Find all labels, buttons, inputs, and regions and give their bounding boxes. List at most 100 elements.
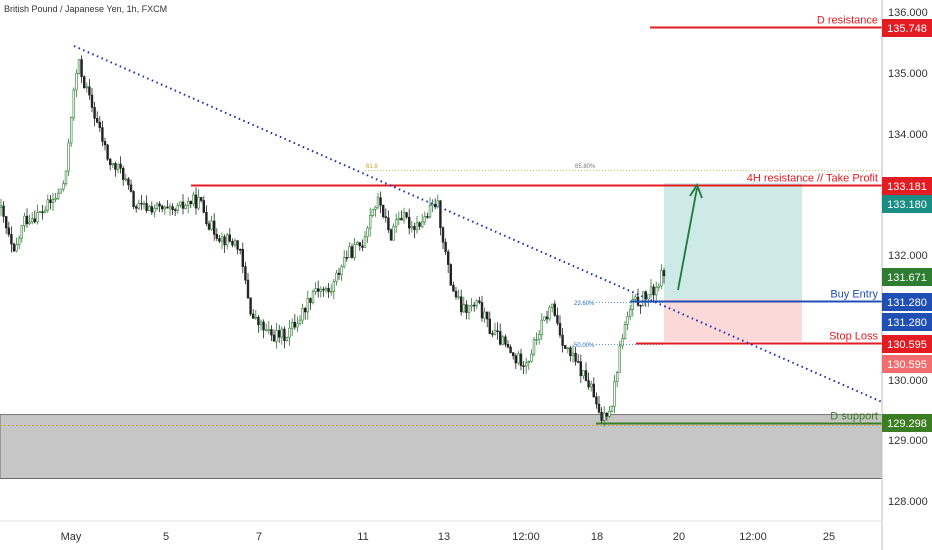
candle[interactable]	[537, 330, 541, 345]
candle[interactable]	[467, 305, 471, 320]
candle[interactable]	[111, 162, 115, 169]
candle[interactable]	[23, 212, 26, 232]
candle[interactable]	[597, 395, 601, 414]
candle[interactable]	[584, 362, 588, 382]
candle[interactable]	[524, 357, 528, 374]
candle[interactable]	[374, 205, 377, 217]
candle[interactable]	[88, 79, 91, 100]
candle[interactable]	[51, 193, 55, 212]
candle[interactable]	[28, 214, 31, 226]
candle[interactable]	[153, 204, 156, 218]
candle[interactable]	[384, 208, 387, 223]
candle[interactable]	[252, 309, 255, 320]
candle[interactable]	[485, 311, 489, 328]
candle[interactable]	[145, 195, 148, 214]
candle[interactable]	[25, 208, 29, 228]
time-axis[interactable]: May 5 7 11 13 12:00 18 20 12:00 25	[61, 531, 836, 543]
candle[interactable]	[142, 200, 146, 210]
candle[interactable]	[496, 322, 499, 340]
candle[interactable]	[358, 242, 361, 251]
candle[interactable]	[353, 237, 356, 261]
candle[interactable]	[605, 412, 609, 421]
candle[interactable]	[10, 226, 13, 253]
candle[interactable]	[329, 284, 333, 296]
candle[interactable]	[563, 344, 567, 350]
candle[interactable]	[103, 137, 107, 151]
candle[interactable]	[592, 377, 596, 398]
candle[interactable]	[431, 199, 434, 213]
candle[interactable]	[519, 348, 523, 371]
candle[interactable]	[290, 318, 294, 337]
candle[interactable]	[215, 228, 218, 242]
candle[interactable]	[43, 205, 47, 214]
candle[interactable]	[135, 204, 138, 213]
candle[interactable]	[589, 380, 593, 392]
candle[interactable]	[283, 326, 286, 349]
candle[interactable]	[550, 303, 554, 313]
candle[interactable]	[246, 272, 250, 300]
candle[interactable]	[176, 202, 179, 214]
candle[interactable]	[615, 371, 619, 388]
candle[interactable]	[49, 195, 52, 210]
candle[interactable]	[75, 69, 78, 98]
candle[interactable]	[472, 301, 476, 312]
candle[interactable]	[621, 333, 624, 350]
candle[interactable]	[511, 351, 515, 360]
candle[interactable]	[660, 264, 663, 290]
candle[interactable]	[517, 351, 520, 366]
candle[interactable]	[168, 203, 172, 216]
candle[interactable]	[532, 336, 536, 357]
candle[interactable]	[327, 282, 330, 299]
candle[interactable]	[56, 188, 60, 200]
candle[interactable]	[527, 360, 531, 370]
candle[interactable]	[181, 194, 185, 215]
candle[interactable]	[124, 173, 128, 182]
candle[interactable]	[205, 205, 208, 227]
candle[interactable]	[67, 138, 70, 176]
candle[interactable]	[259, 319, 263, 331]
candle[interactable]	[342, 249, 346, 269]
candle[interactable]	[415, 215, 419, 234]
candle[interactable]	[363, 231, 367, 248]
candle[interactable]	[613, 374, 616, 414]
candle[interactable]	[109, 157, 112, 171]
candle[interactable]	[623, 320, 627, 340]
candle[interactable]	[324, 286, 328, 293]
candle[interactable]	[470, 298, 473, 312]
candle[interactable]	[657, 283, 661, 292]
candle[interactable]	[350, 243, 354, 259]
candle[interactable]	[582, 370, 585, 380]
candle[interactable]	[439, 200, 442, 236]
candle[interactable]	[506, 340, 510, 349]
candle[interactable]	[636, 288, 640, 307]
candle[interactable]	[96, 111, 99, 124]
candle[interactable]	[504, 334, 507, 348]
candle[interactable]	[522, 360, 525, 375]
candle[interactable]	[569, 345, 572, 362]
candle[interactable]	[556, 307, 559, 326]
candle[interactable]	[423, 211, 426, 226]
candle[interactable]	[509, 344, 512, 354]
candle[interactable]	[166, 200, 169, 209]
candle[interactable]	[36, 204, 39, 225]
candle[interactable]	[223, 234, 226, 253]
candle[interactable]	[483, 307, 486, 323]
candle[interactable]	[267, 321, 270, 335]
trendline[interactable]	[73, 45, 883, 403]
candle[interactable]	[90, 88, 94, 113]
candle[interactable]	[187, 196, 190, 214]
candle[interactable]	[405, 211, 408, 219]
candle[interactable]	[98, 116, 102, 132]
candle[interactable]	[231, 238, 234, 248]
candle[interactable]	[480, 295, 484, 322]
candle[interactable]	[428, 197, 432, 219]
candle[interactable]	[311, 289, 315, 305]
candle[interactable]	[402, 207, 406, 224]
candle[interactable]	[298, 315, 302, 326]
candle[interactable]	[171, 203, 174, 216]
candle[interactable]	[566, 347, 570, 354]
candle[interactable]	[381, 204, 385, 219]
candle[interactable]	[270, 325, 273, 342]
candle[interactable]	[83, 75, 86, 89]
candle[interactable]	[0, 198, 3, 216]
